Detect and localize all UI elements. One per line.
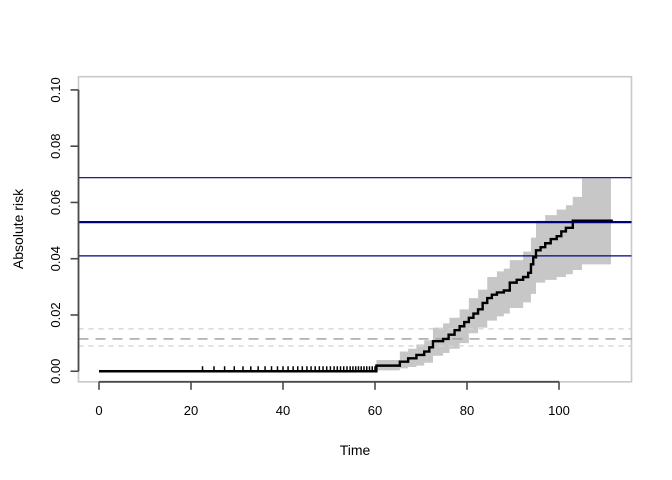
- y-axis-title: Absolute risk: [10, 188, 26, 269]
- x-tick-label: 60: [368, 403, 382, 418]
- y-tick-label: 0.00: [48, 359, 63, 384]
- y-tick-label: 0.08: [48, 134, 63, 159]
- confidence-band: [376, 178, 611, 371]
- x-axis-title: Time: [340, 442, 371, 458]
- x-tick-label: 0: [95, 403, 102, 418]
- y-tick-label: 0.06: [48, 190, 63, 215]
- x-tick-labels: 0 20 40 60 80 100: [95, 403, 569, 418]
- y-tick-labels: 0.00 0.02 0.04 0.06 0.08 0.10: [48, 77, 63, 384]
- reference-lines: [78, 177, 632, 347]
- y-tick-label: 0.02: [48, 302, 63, 327]
- x-tick-label: 20: [184, 403, 198, 418]
- confidence-band-polygon: [376, 178, 611, 371]
- axes: [70, 89, 560, 390]
- x-tick-label: 40: [276, 403, 290, 418]
- y-tick-label: 0.10: [48, 77, 63, 102]
- x-tick-label: 80: [460, 403, 474, 418]
- censor-marks: [201, 366, 376, 371]
- absolute-risk-step-curve: [99, 219, 613, 373]
- risk-curve: [99, 219, 613, 373]
- y-tick-label: 0.04: [48, 246, 63, 271]
- x-tick-label: 100: [548, 403, 570, 418]
